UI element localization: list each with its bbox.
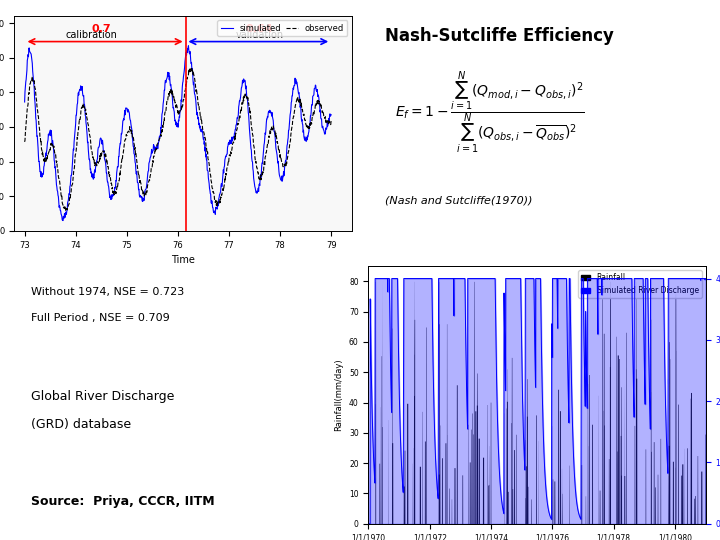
Text: 0.64: 0.64 (246, 24, 274, 35)
observed (199, 127, 207, 134)
observed (216, 194, 225, 200)
simulated (253, 187, 262, 194)
observed (62, 207, 71, 214)
Text: Global River Discharge: Global River Discharge (31, 390, 175, 403)
simulated (58, 217, 67, 224)
simulated (285, 122, 294, 128)
Legend: Rainfall, Simulated River Discharge: Rainfall, Simulated River Discharge (578, 270, 702, 298)
simulated (39, 171, 48, 177)
Text: Nash-Sutcliffe Efficiency: Nash-Sutcliffe Efficiency (385, 27, 614, 45)
Text: validation: validation (235, 30, 284, 40)
observed (253, 170, 262, 176)
Line: simulated: simulated (24, 46, 331, 220)
observed (39, 154, 48, 160)
simulated (207, 200, 216, 206)
Text: Source:  Priya, CCCR, IITM: Source: Priya, CCCR, IITM (31, 495, 215, 508)
observed (20, 139, 29, 145)
Text: Without 1974, NSE = 0.723: Without 1974, NSE = 0.723 (31, 287, 184, 297)
simulated (184, 43, 193, 49)
X-axis label: Time: Time (171, 255, 195, 265)
Text: $E_f = 1 - \dfrac{\sum_{i=1}^{N}(Q_{mod,i} - Q_{obs,i})^2}{\sum_{i=1}^{N}(Q_{obs: $E_f = 1 - \dfrac{\sum_{i=1}^{N}(Q_{mod,… (395, 70, 585, 156)
observed (207, 179, 216, 185)
simulated (199, 136, 207, 143)
Y-axis label: Rainfall(mm/day): Rainfall(mm/day) (334, 359, 343, 431)
observed (327, 117, 336, 124)
Line: observed: observed (24, 68, 331, 211)
Text: calibration: calibration (65, 30, 117, 40)
observed (185, 65, 194, 71)
Text: (GRD) database: (GRD) database (31, 418, 131, 431)
Legend: simulated, observed: simulated, observed (217, 21, 348, 36)
simulated (327, 111, 336, 118)
Text: Full Period , NSE = 0.709: Full Period , NSE = 0.709 (31, 313, 170, 322)
Text: 0.7: 0.7 (91, 24, 111, 35)
simulated (20, 99, 29, 105)
observed (285, 144, 294, 151)
Text: (Nash and Sutcliffe(1970)): (Nash and Sutcliffe(1970)) (385, 195, 533, 205)
simulated (216, 188, 225, 195)
